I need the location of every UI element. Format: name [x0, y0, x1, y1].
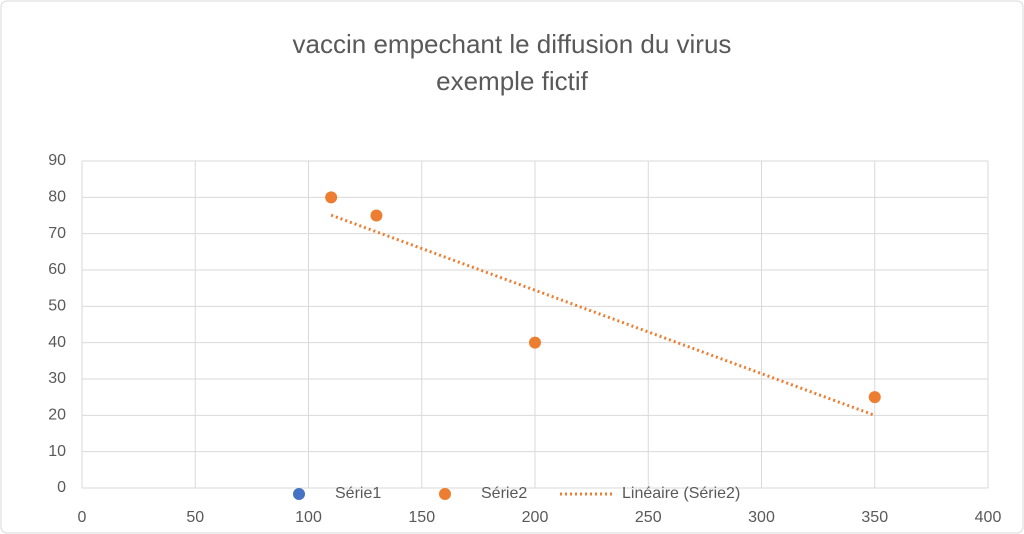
x-tick-label: 50: [186, 509, 204, 526]
data-point: [868, 391, 881, 404]
y-tick-label: 60: [48, 261, 66, 278]
x-tick-label: 100: [295, 509, 322, 526]
legend-label: Série1: [335, 485, 381, 502]
legend-swatch: [293, 488, 305, 500]
y-tick-label: 50: [48, 298, 66, 315]
x-tick-label: 300: [748, 509, 775, 526]
y-tick-label: 80: [48, 189, 66, 206]
x-tick-label: 200: [522, 509, 549, 526]
data-point: [370, 209, 383, 222]
x-tick-label: 0: [78, 509, 87, 526]
x-tick-label: 350: [861, 509, 888, 526]
y-tick-label: 40: [48, 334, 66, 351]
trend-line: [330, 213, 876, 417]
legend-swatch: [439, 488, 451, 500]
x-tick-label: 250: [635, 509, 662, 526]
y-tick-label: 30: [48, 370, 66, 387]
y-tick-label: 90: [48, 152, 66, 169]
y-tick-label: 0: [57, 479, 66, 496]
legend-label: Linéaire (Série2): [622, 485, 740, 502]
data-point: [325, 191, 338, 204]
chart-subtitle: exemple fictif: [436, 66, 588, 96]
data-point: [529, 336, 541, 349]
y-tick-label: 20: [48, 407, 66, 424]
legend-label: Série2: [481, 485, 527, 502]
y-tick-label: 70: [48, 225, 66, 242]
chart-title: vaccin empechant le diffusion du virus: [293, 29, 732, 59]
y-tick-label: 10: [48, 443, 66, 460]
x-tick-label: 150: [408, 509, 435, 526]
x-tick-label: 400: [975, 509, 1002, 526]
